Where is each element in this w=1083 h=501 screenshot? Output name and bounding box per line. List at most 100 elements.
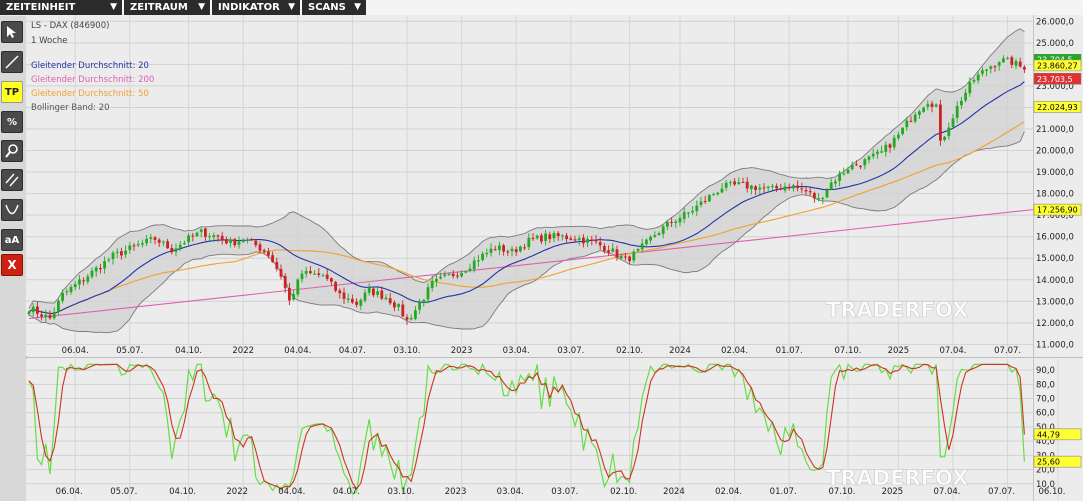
ma20-line bbox=[28, 81, 1025, 315]
candle-body bbox=[897, 134, 900, 139]
x-tick-label: 2023 bbox=[451, 346, 473, 356]
axes: 26.000,025.000,024.000,023.000,022.000,0… bbox=[56, 17, 1074, 497]
stochastic-value-tag-box bbox=[1033, 455, 1082, 468]
candle-body bbox=[157, 239, 161, 243]
stochastic-x-tick-label: 06.10. bbox=[1038, 487, 1065, 497]
candle-body bbox=[867, 156, 871, 160]
x-tick-label: 04.04. bbox=[284, 346, 311, 356]
candle-body bbox=[36, 306, 39, 314]
candle-body bbox=[493, 249, 497, 251]
candle-body bbox=[766, 186, 770, 188]
candle-body bbox=[666, 221, 669, 227]
candle-body bbox=[90, 270, 94, 277]
text-tool-button[interactable]: aA bbox=[1, 229, 23, 251]
candle-body bbox=[947, 127, 951, 137]
candle-body bbox=[876, 151, 879, 154]
curve-tool-icon[interactable] bbox=[1, 199, 23, 221]
stochastic-y-tick-label: 40,0 bbox=[1036, 437, 1055, 447]
text-tool-button-label: aA bbox=[4, 234, 20, 246]
candle-body bbox=[136, 244, 140, 246]
stochastic-y-tick-label: 80,0 bbox=[1036, 380, 1055, 390]
line-tool-icon[interactable] bbox=[1, 51, 23, 73]
candle-body bbox=[250, 239, 253, 241]
legend-entry: Gleitender Durchschnitt: 50 bbox=[31, 89, 149, 99]
delete-tool-icon[interactable]: X bbox=[1, 254, 23, 276]
candle-body bbox=[82, 280, 85, 282]
candle-body bbox=[955, 106, 959, 118]
candle-body bbox=[52, 311, 56, 319]
x-tick-label: 2025 bbox=[888, 346, 910, 356]
candle-body bbox=[544, 233, 547, 241]
candle-body bbox=[598, 242, 602, 246]
candle-body bbox=[317, 273, 321, 275]
candle-body bbox=[187, 235, 190, 243]
y-tick-label: 25.000,0 bbox=[1036, 39, 1074, 49]
x-tick-label: 07.10. bbox=[834, 346, 861, 356]
candle-body bbox=[863, 159, 867, 166]
candle-body bbox=[531, 237, 535, 239]
x-tick-label: 07.04. bbox=[939, 346, 966, 356]
percent-tool-icon[interactable]: % bbox=[1, 111, 23, 133]
x-tick-label: 04.10. bbox=[175, 346, 202, 356]
stochastic-y-tick-label: 70,0 bbox=[1036, 395, 1055, 405]
price-tag-label: 23.703,5 bbox=[1037, 75, 1073, 84]
stochastic-value-tag-box bbox=[1033, 428, 1082, 441]
parallel-lines-tool-icon-glyph bbox=[5, 173, 19, 187]
legend: LS - DAX (846900) 1 Woche Gleitender Durch… bbox=[31, 21, 154, 113]
candle-body bbox=[960, 100, 963, 106]
y-tick-label: 15.000,0 bbox=[1036, 254, 1074, 264]
candle-body bbox=[502, 245, 505, 252]
candle-body bbox=[628, 256, 631, 262]
cursor-tool-icon[interactable] bbox=[1, 21, 23, 43]
zoom-tool-icon-glyph bbox=[5, 144, 18, 158]
candle-body bbox=[94, 267, 98, 272]
candle-body bbox=[548, 234, 552, 240]
legend-entry: Gleitender Durchschnitt: 20 bbox=[31, 61, 149, 71]
candle-body bbox=[779, 188, 783, 190]
chart-area[interactable]: 26.000,025.000,024.000,023.000,022.000,0… bbox=[26, 15, 1083, 501]
candles bbox=[27, 55, 1026, 325]
candle-body bbox=[523, 247, 526, 249]
x-tick-label: 2022 bbox=[232, 346, 254, 356]
candle-body bbox=[313, 273, 316, 275]
candle-body bbox=[871, 153, 875, 157]
candle-body bbox=[447, 273, 451, 275]
moving-averages bbox=[28, 81, 1034, 320]
candle-body bbox=[594, 240, 598, 242]
stochastic-x-tick-label: 2024 bbox=[663, 487, 685, 497]
candle-body bbox=[762, 187, 766, 189]
x-tick-label: 07.07. bbox=[994, 346, 1021, 356]
candle-body bbox=[729, 182, 732, 184]
candle-body bbox=[31, 306, 35, 313]
candle-body bbox=[246, 239, 249, 241]
menu-indikator[interactable]: INDIKATOR ▼ bbox=[212, 0, 300, 15]
legend-entry: Gleitender Durchschnitt: 200 bbox=[31, 75, 154, 85]
y-tick-label: 17.000,0 bbox=[1036, 211, 1074, 221]
candle-body bbox=[86, 276, 90, 282]
zoom-tool-icon[interactable] bbox=[1, 140, 23, 162]
candle-body bbox=[527, 237, 531, 248]
candle-body bbox=[985, 69, 988, 71]
candle-body bbox=[363, 292, 367, 301]
candle-body bbox=[271, 255, 274, 263]
menu-scans[interactable]: SCANS ▼ bbox=[302, 0, 366, 15]
tp-tool-button[interactable]: TP bbox=[1, 81, 23, 103]
candle-body bbox=[636, 248, 640, 251]
candle-body bbox=[758, 187, 762, 190]
stochastic-y-tick-label: 10,0 bbox=[1036, 480, 1055, 490]
candle-body bbox=[426, 287, 430, 300]
menu-zeitraum[interactable]: ZEITRAUM ▼ bbox=[124, 0, 210, 15]
stochastic-x-tick-label: 05.07. bbox=[110, 487, 137, 497]
menu-zeiteinheit[interactable]: ZEITEINHEIT ▼ bbox=[0, 0, 122, 15]
candle-body bbox=[300, 273, 304, 280]
candle-body bbox=[674, 221, 678, 223]
candle-body bbox=[422, 299, 426, 303]
parallel-lines-tool-icon[interactable] bbox=[1, 169, 23, 191]
candle-body bbox=[519, 246, 522, 252]
candle-body bbox=[939, 104, 942, 141]
candle-body bbox=[888, 144, 892, 148]
candle-body bbox=[258, 244, 262, 251]
candle-body bbox=[951, 118, 955, 127]
candle-body bbox=[586, 238, 589, 243]
curve-tool-icon-glyph bbox=[5, 204, 19, 215]
